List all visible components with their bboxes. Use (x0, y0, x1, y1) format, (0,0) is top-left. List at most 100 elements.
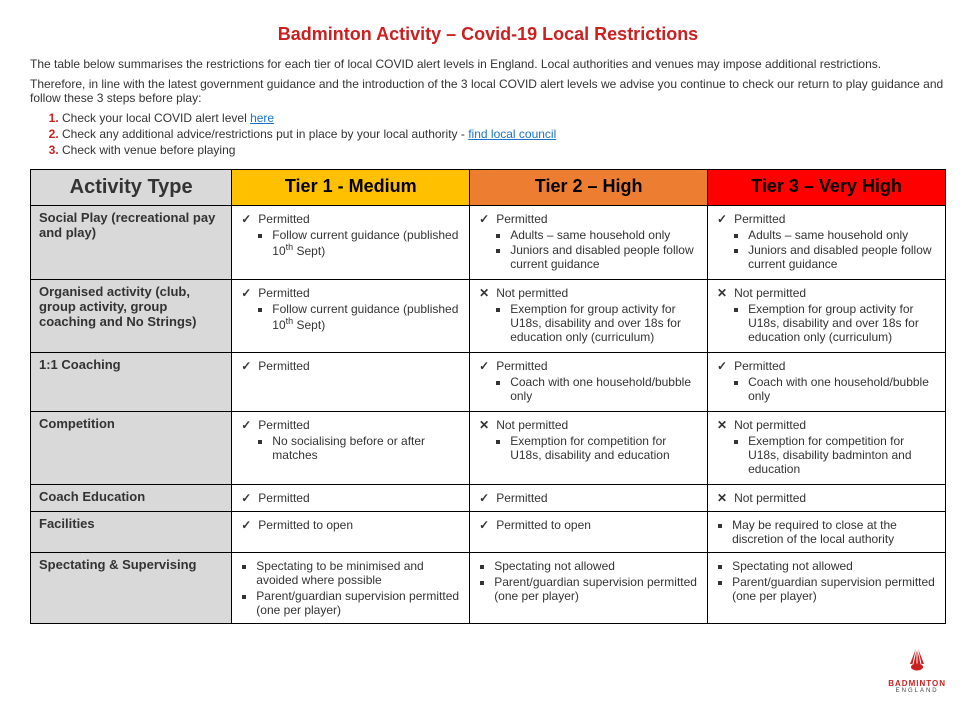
note-item: Coach with one household/bubble only (510, 375, 699, 403)
tier2-cell: ✕ Not permitted Exemption for group activi… (470, 280, 708, 353)
status-line: ✓ Permitted to open (478, 518, 699, 532)
status-text: Not permitted (496, 418, 568, 432)
note-item: Spectating to be minimised and avoided w… (256, 559, 461, 587)
note-item: Exemption for group activity for U18s, d… (510, 302, 699, 344)
status-text: Permitted (258, 286, 309, 300)
status-line: ✕Not permitted (716, 418, 937, 432)
step-3: Check with venue before playing (62, 143, 946, 157)
header-tier3: Tier 3 – Very High (708, 170, 946, 206)
status-line: ✓ Permitted (240, 286, 461, 300)
intro-block: The table below summarises the restricti… (30, 57, 946, 157)
check-icon: ✓ (240, 491, 252, 505)
status-text: Permitted to open (496, 518, 591, 532)
status-text: Not permitted (734, 491, 806, 505)
check-icon: ✓ (240, 359, 252, 373)
table-row: 1:1 Coaching✓Permitted✓PermittedCoach wi… (31, 353, 946, 412)
activity-label: Coach Education (31, 485, 232, 512)
tier3-cell: May be required to close at the discreti… (708, 512, 946, 553)
status-text: Permitted (258, 418, 309, 432)
check-icon: ✓ (478, 518, 490, 532)
status-line: ✓Permitted (478, 212, 699, 226)
note-item: No socialising before or after matches (272, 434, 461, 462)
status-line: ✕ Not permitted (478, 286, 699, 300)
activity-label: Competition (31, 412, 232, 485)
note-item: Spectating not allowed (494, 559, 699, 573)
cross-icon: ✕ (478, 286, 490, 300)
status-line: ✓ Permitted to open (240, 518, 461, 532)
check-icon: ✓ (240, 418, 252, 432)
status-line: ✓ Permitted (716, 212, 937, 226)
status-text: Permitted (258, 491, 309, 505)
tier3-cell: ✕ Not permitted Exemption for group activi… (708, 280, 946, 353)
status-line: ✕Not permitted (478, 418, 699, 432)
intro-para-1: The table below summarises the restricti… (30, 57, 946, 71)
tier1-cell: ✓ Permitted Follow current guidance (publi… (232, 280, 470, 353)
step-1: Check your local COVID alert level here (62, 111, 946, 125)
cross-icon: ✕ (716, 286, 728, 300)
status-text: Not permitted (496, 286, 568, 300)
note-item: Parent/guardian supervision permitted (o… (256, 589, 461, 617)
header-activity: Activity Type (31, 170, 232, 206)
intro-para-2: Therefore, in line with the latest gover… (30, 77, 946, 105)
footer: BADMINTON ENGLAND (30, 634, 946, 694)
steps-list: Check your local COVID alert level here … (62, 111, 946, 157)
restrictions-table: Activity Type Tier 1 - Medium Tier 2 – H… (30, 169, 946, 624)
status-text: Permitted (258, 359, 309, 373)
tier2-cell: ✓PermittedCoach with one household/bubbl… (470, 353, 708, 412)
note-item: Parent/guardian supervision permitted (o… (494, 575, 699, 603)
activity-label: 1:1 Coaching (31, 353, 232, 412)
status-line: ✓ Permitted (478, 491, 699, 505)
tier1-cell: ✓ Permitted (232, 485, 470, 512)
logo-brand: BADMINTON (888, 679, 946, 688)
status-text: Permitted (734, 212, 785, 226)
note-item: Coach with one household/bubble only (748, 375, 937, 403)
note-item: May be required to close at the discreti… (732, 518, 937, 546)
status-text: Permitted (496, 491, 547, 505)
tier2-cell: ✓ Permitted to open (470, 512, 708, 553)
check-icon: ✓ (716, 212, 728, 226)
tier2-cell: ✓PermittedAdults – same household onlyJu… (470, 206, 708, 280)
step-2-text: Check any additional advice/restrictions… (62, 127, 468, 141)
tier2-cell: ✕Not permitted Exemption for competition … (470, 412, 708, 485)
check-icon: ✓ (716, 359, 728, 373)
tier1-cell: ✓ Permitted to open (232, 512, 470, 553)
note-item: Juniors and disabled people follow curre… (748, 243, 937, 271)
header-tier1: Tier 1 - Medium (232, 170, 470, 206)
step-2: Check any additional advice/restrictions… (62, 127, 946, 141)
tier3-cell: ✕ Not permitted (708, 485, 946, 512)
note-item: Exemption for group activity for U18s, d… (748, 302, 937, 344)
check-icon: ✓ (240, 286, 252, 300)
status-text: Not permitted (734, 418, 806, 432)
check-icon: ✓ (240, 212, 252, 226)
header-tier2: Tier 2 – High (470, 170, 708, 206)
status-text: Permitted (734, 359, 785, 373)
tier1-cell: ✓ Permitted Follow current guidance (publi… (232, 206, 470, 280)
table-row: Spectating & Supervising Spectating to be… (31, 553, 946, 624)
table-row: Coach Education ✓ Permitted ✓ Permitted ✕ Not … (31, 485, 946, 512)
tier3-cell: ✕Not permittedExemption for competition … (708, 412, 946, 485)
logo-sub: ENGLAND (888, 688, 946, 694)
note-item: Exemption for competition for U18s, disa… (510, 434, 699, 462)
activity-label: Spectating & Supervising (31, 553, 232, 624)
check-icon: ✓ (478, 491, 490, 505)
cross-icon: ✕ (716, 491, 728, 505)
note-item: Adults – same household only (748, 228, 937, 242)
status-text: Permitted (258, 212, 309, 226)
table-row: Organised activity (club, group activity… (31, 280, 946, 353)
step-1-text: Check your local COVID alert level (62, 111, 250, 125)
note-item: Spectating not allowed (732, 559, 937, 573)
tier1-cell: ✓ Permitted (232, 353, 470, 412)
status-text: Not permitted (734, 286, 806, 300)
alert-level-link[interactable]: here (250, 111, 274, 125)
note-item: Parent/guardian supervision permitted (o… (732, 575, 937, 603)
check-icon: ✓ (478, 212, 490, 226)
status-text: Permitted (496, 359, 547, 373)
local-council-link[interactable]: find local council (468, 127, 556, 141)
note-item: Follow current guidance (published 10th … (272, 302, 461, 332)
tier2-cell: Spectating not allowed Parent/guardian su… (470, 553, 708, 624)
tier2-cell: ✓ Permitted (470, 485, 708, 512)
status-text: Permitted to open (258, 518, 353, 532)
check-icon: ✓ (240, 518, 252, 532)
note-item: Adults – same household only (510, 228, 699, 242)
note-item: Follow current guidance (published 10th … (272, 228, 461, 258)
